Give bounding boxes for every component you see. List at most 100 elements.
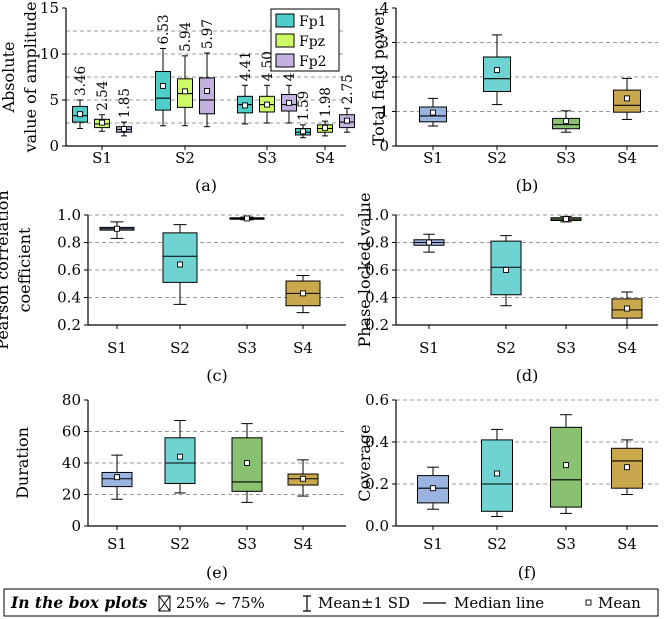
y-tick-label-c-4: 1.0 [57,206,81,224]
box-a-s4-fp2-mean [344,117,350,124]
legend-label-fpz: Fpz [299,34,325,50]
data-label-a-s4-fpz: 1.98 [318,87,334,117]
y-tick-label-e-3: 60 [62,423,81,441]
x-tick-label-b-3: S4 [617,149,637,167]
x-tick-label-d-0: S1 [419,339,439,357]
box-e-s4-mean [300,475,306,482]
box-a-s1-fp2-mean [121,126,127,132]
y-tick-label-d-4: 1.0 [365,206,389,224]
y-tick-label-c-2: 0.6 [57,261,81,279]
data-label-a-s2-fp2: 5.97 [200,19,216,49]
y-tick-label-d-1: 0.4 [365,289,389,307]
x-tick-label-a-0: S1 [92,149,112,167]
box-e-s4 [287,459,319,497]
panel-b-total-field-power: 0 1 2 3 4 S1 S2 S3 S4 Total field power (b) [369,0,658,195]
box-d-s4 [611,291,643,326]
x-tick-label-f-1: S2 [487,535,507,553]
box-d-s1-mean [426,239,432,246]
data-label-a-s4-fp2: 2.75 [340,74,356,104]
x-tick-label-f-0: S1 [423,535,443,553]
box-a-s1-fpz-mean [99,119,105,126]
panel-f-coverage: 0.0 0.2 0.4 0.6 S1 S2 S3 S4 Coverage (f) [355,391,658,582]
x-tick-label-c-0: S1 [107,339,127,357]
box-d-s1 [413,233,445,253]
data-label-a-s1-fp1: 3.46 [73,66,89,96]
box-b-s4-mean [624,95,630,102]
data-label-a-s2-fp1: 6.53 [156,14,172,44]
box-c-s3 [229,215,265,222]
x-tick-label-b-2: S3 [556,149,576,167]
y-tick-label-a-1: 5 [49,91,59,109]
x-tick-label-a-3: S4 [315,149,335,167]
box-f-s3 [550,414,582,514]
x-tick-label-b-0: S1 [423,149,443,167]
panel-c-pearson-correlation: 0.2 0.4 0.6 0.8 1.0 S1 S2 S3 S4 Pearson correlati… [0,190,346,385]
y-tick-label-e-0: 0 [71,517,81,535]
box-f-s4 [611,439,643,495]
caption-c: (c) [206,366,227,385]
x-tick-label-e-0: S1 [107,535,127,553]
box-f-s4-mean [624,464,630,471]
panel-a-legend: Fp1 Fpz Fp2 [270,8,340,72]
box-a-s3-fpz-mean [264,101,270,108]
box-c-s4-mean [300,290,306,297]
legend-mean-text: Mean [598,594,641,612]
x-tick-label-e-2: S3 [237,535,257,553]
box-a-s2-fp1 [155,47,171,127]
y-axis-label-d: Phase locked value [355,192,374,347]
x-tick-label-e-3: S4 [293,535,313,553]
legend-box-text: 25% ~ 75% [176,594,265,612]
y-tick-label-e-2: 40 [62,454,81,472]
y-tick-label-b-0: 0 [379,137,389,155]
box-a-s2-fp2-mean [204,88,210,95]
data-label-a-s1-fp2: 1.85 [117,88,133,118]
box-a-s1-fp2 [116,121,132,137]
box-a-s3-fp2-mean [286,99,292,106]
y-axis-label-f: Coverage [355,424,374,501]
box-a-s4-fp1 [295,124,311,139]
x-tick-label-c-2: S3 [237,339,257,357]
panel-e-duration: 0 20 40 60 80 S1 S2 S3 S4 Duration (e) [13,391,346,582]
box-c-s3-mean [244,215,250,222]
box-a-s4-fpz-mean [322,124,328,131]
y-tick-label-f-3: 0.6 [365,391,389,409]
box-a-s2-fpz [177,55,193,127]
y-tick-label-c-3: 0.8 [57,234,81,252]
box-a-s3-fp1 [237,84,253,125]
legend-median-text: Median line [454,594,544,612]
y-axis-label-a-line-1: value of amplitude [21,2,40,154]
legend-label-fp2: Fp2 [299,54,327,70]
y-tick-label-f-2: 0.4 [365,433,389,451]
box-b-s2-mean [494,67,500,74]
y-tick-label-f-0: 0.0 [365,517,389,535]
box-e-s2-mean [177,453,183,460]
box-c-s4 [285,275,321,314]
box-f-s1 [417,466,449,510]
box-b-s3 [552,110,580,133]
y-tick-label-b-2: 2 [379,68,389,86]
box-e-s3 [231,423,263,503]
y-tick-label-d-0: 0.2 [365,316,389,334]
box-b-s3-mean [563,118,569,125]
y-tick-label-f-1: 0.2 [365,475,389,493]
x-tick-label-b-1: S2 [487,149,507,167]
box-a-s2-fpz-mean [182,88,188,95]
box-d-s4-mean [624,305,630,312]
y-tick-label-b-3: 3 [379,34,389,52]
caption-a: (a) [195,176,217,195]
box-c-s2 [162,224,198,305]
y-tick-label-d-2: 0.6 [365,261,389,279]
whisker-icon [303,595,311,612]
x-tick-label-d-3: S4 [617,339,637,357]
box-d-s2 [490,235,522,307]
box-b-s2 [483,34,511,106]
x-tick-label-a-1: S2 [175,149,195,167]
x-tick-label-c-1: S2 [170,339,190,357]
box-a-s2-fp2-iqr [199,77,215,115]
box-f-s2 [481,428,513,518]
legend-label-fp1: Fp1 [299,14,327,30]
legend-swatch-fp1 [275,13,295,28]
box-plot-legend: In the box plots 25% ~ 75% Mean±1 SD Med… [3,588,659,617]
legend-swatch-fp2 [275,53,295,68]
